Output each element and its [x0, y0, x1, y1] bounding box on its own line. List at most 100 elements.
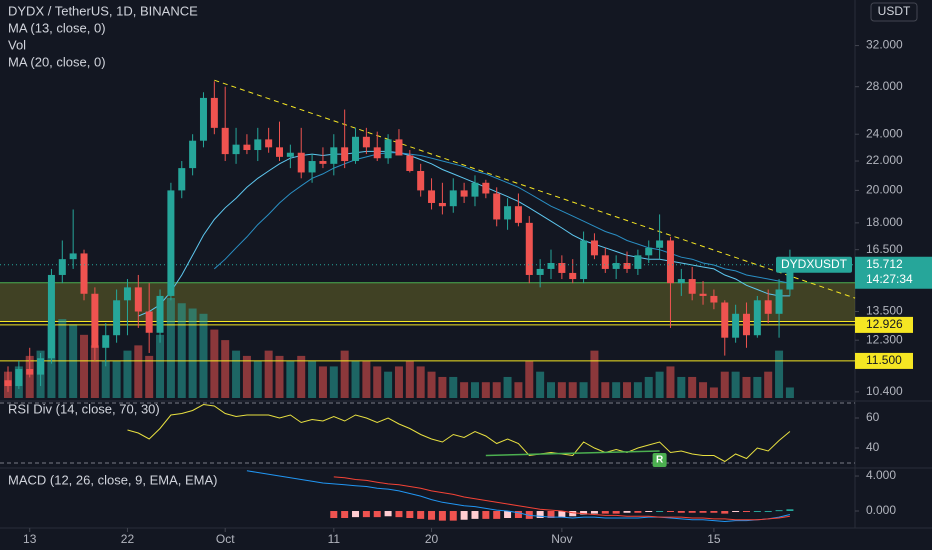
candle-body: [721, 302, 729, 338]
countdown: 14:27:34: [866, 272, 913, 286]
volume-bar: [405, 361, 414, 398]
candle-body: [123, 287, 131, 301]
y-tick-label: 32.000: [866, 38, 903, 52]
level-badge: [855, 316, 913, 333]
macd-histogram-bar: [558, 511, 566, 518]
candle-body: [677, 279, 685, 284]
symbol-badge: [776, 256, 852, 273]
candle-body: [634, 255, 642, 269]
volume-bar: [764, 371, 773, 398]
volume-bar: [503, 376, 512, 398]
volume-bar: [655, 371, 664, 398]
candle-body: [352, 136, 360, 162]
volume-bar: [644, 376, 653, 398]
candle-body: [134, 287, 142, 312]
candle-body: [590, 240, 598, 256]
macd-histogram-bar: [536, 511, 544, 519]
candle-body: [580, 240, 588, 280]
x-tick-label: 20: [425, 532, 439, 546]
volume-bar: [785, 387, 794, 398]
candle-body: [297, 152, 305, 173]
y-tick-label: 28.000: [866, 79, 903, 93]
volume-bar: [623, 382, 632, 398]
candle-body: [286, 152, 294, 157]
volume-bar: [340, 350, 349, 398]
macd-histogram-bar: [428, 511, 436, 520]
volume-bar: [633, 382, 642, 398]
volume-bar: [199, 313, 208, 398]
candle-body: [417, 170, 425, 191]
candle-body: [732, 313, 740, 338]
macd-histogram-bar: [688, 511, 696, 513]
candle-body: [189, 140, 197, 169]
currency-badge[interactable]: [870, 2, 918, 22]
candle-body: [221, 127, 229, 155]
candle-body: [688, 279, 696, 294]
candle-body: [547, 263, 555, 269]
y-tick-label: 18.000: [866, 215, 903, 229]
macd-histogram-bar: [471, 511, 479, 519]
volume-bar: [253, 361, 262, 398]
candle-body: [373, 147, 381, 159]
candle-body: [493, 193, 501, 220]
plot-area: 32.000 28.000 24.000 22.000 20.000 18.000 16.5…: [0, 38, 932, 546]
candle-body: [482, 182, 490, 194]
macd-histogram-bar: [460, 511, 468, 520]
candle-body: [91, 293, 99, 348]
rsi-line: [127, 403, 791, 463]
currency[interactable]: USDT: [878, 4, 911, 18]
macd-histogram-bar: [753, 511, 761, 513]
rsi-label: RSI Div (14, close, 70, 30): [8, 401, 160, 416]
macd-histogram-bar: [449, 511, 457, 521]
y-tick-label: 10.400: [866, 384, 903, 398]
volume-bar: [384, 371, 393, 398]
candle-body: [438, 202, 446, 207]
macd-histogram-bar: [482, 511, 490, 519]
volume-bar: [416, 366, 425, 398]
macd-histogram-bar: [514, 511, 522, 519]
volume-bar: [286, 361, 295, 398]
macd-histogram-bar: [569, 511, 577, 517]
x-tick-label: 22: [121, 532, 135, 546]
x-tick-label: Oct: [216, 532, 235, 546]
candle-body: [395, 139, 403, 156]
level-label: 11.500: [866, 353, 902, 367]
candle-body: [265, 139, 273, 148]
volume-bar: [601, 382, 610, 398]
macd-histogram-bar: [612, 511, 620, 514]
volume-bar: [568, 382, 577, 398]
candle-body: [514, 206, 522, 223]
divergence-line: [485, 450, 660, 457]
volume-bar: [699, 382, 708, 398]
y-tick-label: 12.300: [866, 332, 903, 346]
volume-bar: [731, 371, 740, 398]
candle-body: [4, 380, 12, 387]
volume-bar: [557, 382, 566, 398]
volume-bar: [514, 382, 523, 398]
volume-bar: [427, 371, 436, 398]
volume-bar: [612, 382, 621, 398]
candle-body: [742, 313, 750, 336]
symbol-label: DYDXUSDT: [781, 257, 848, 271]
macd-histogram-bar: [341, 511, 349, 519]
candle-body: [80, 253, 88, 294]
macd-histogram-bar: [406, 511, 414, 519]
volume-bar: [58, 319, 67, 398]
last-price-label: 15.712: [866, 257, 903, 271]
candle-body: [319, 161, 327, 164]
volume-bar: [156, 334, 165, 398]
volume-bar: [709, 387, 718, 398]
x-tick-label: 13: [23, 532, 37, 546]
volume-bar: [90, 345, 99, 398]
candle-body: [612, 263, 620, 269]
candle-body: [710, 295, 718, 303]
chart-title: DYDX / TetherUS, 1D, BINANCE: [8, 3, 198, 18]
macd-histogram-bar: [417, 511, 425, 519]
volume-bar: [188, 308, 197, 398]
macd-histogram-bar: [699, 511, 707, 513]
candle-body: [753, 300, 761, 336]
volume-bar: [742, 376, 751, 398]
macd-histogram-bar: [384, 511, 392, 517]
candle-body: [362, 136, 370, 148]
